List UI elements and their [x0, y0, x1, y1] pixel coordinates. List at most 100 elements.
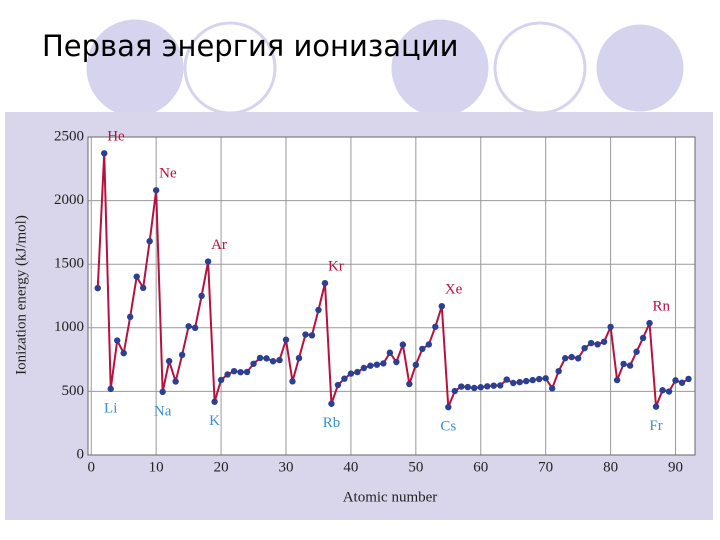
- data-point: [471, 384, 478, 392]
- data-point: [94, 284, 101, 292]
- data-point: [685, 375, 692, 383]
- data-point: [114, 337, 121, 344]
- y-tick-label: 0: [77, 446, 85, 462]
- data-point: [321, 279, 329, 287]
- data-point: [263, 355, 270, 362]
- data-point: [646, 319, 653, 327]
- data-point: [613, 376, 621, 384]
- data-point: [237, 368, 244, 376]
- data-point: [412, 361, 420, 369]
- data-point: [289, 378, 296, 385]
- x-tick-label: 70: [538, 459, 553, 475]
- data-point: [535, 375, 543, 383]
- data-point: [334, 381, 342, 389]
- data-point: [133, 273, 140, 280]
- data-point: [276, 356, 283, 364]
- data-point: [587, 339, 595, 347]
- data-point: [282, 336, 290, 343]
- element-label: K: [209, 413, 220, 429]
- data-point: [678, 379, 686, 386]
- data-point: [172, 378, 179, 385]
- data-point: [393, 358, 400, 366]
- data-point: [542, 375, 549, 382]
- data-point: [432, 323, 439, 330]
- data-point: [328, 400, 335, 407]
- data-point: [191, 324, 199, 331]
- data-point: [198, 292, 205, 300]
- data-point: [185, 323, 192, 330]
- data-point: [178, 351, 186, 359]
- data-point: [107, 385, 114, 393]
- data-point: [659, 387, 666, 394]
- element-label: Ar: [211, 237, 227, 253]
- data-point: [341, 375, 348, 382]
- y-tick-label: 2500: [54, 128, 84, 144]
- data-point: [600, 338, 608, 345]
- data-point: [354, 368, 361, 376]
- x-tick-label: 20: [214, 459, 229, 475]
- data-point: [561, 355, 569, 362]
- x-tick-label: 30: [279, 459, 294, 475]
- data-point: [211, 398, 218, 405]
- data-point: [165, 357, 173, 365]
- x-tick-label: 0: [87, 459, 95, 475]
- data-point: [445, 403, 452, 411]
- data-point: [523, 377, 530, 385]
- data-point: [256, 354, 264, 362]
- data-point: [159, 388, 166, 396]
- y-tick-label: 1000: [54, 319, 84, 335]
- data-point: [633, 348, 640, 355]
- data-point: [308, 332, 316, 339]
- decor: [83, 16, 687, 120]
- plot-frame: [87, 136, 696, 456]
- plot-area: [88, 137, 695, 455]
- element-label: Xe: [445, 282, 463, 298]
- data-point: [367, 362, 374, 369]
- data-point: [204, 258, 212, 265]
- slide-title: Первая энергия ионизации: [42, 29, 458, 63]
- data-point: [139, 284, 147, 292]
- element-label: Cs: [440, 419, 456, 435]
- y-axis-label: Ionization energy (kJ/mol): [13, 215, 29, 375]
- data-point: [101, 150, 108, 157]
- data-point: [230, 367, 238, 375]
- data-point: [146, 237, 153, 245]
- y-tick-label: 500: [62, 383, 85, 399]
- data-point: [581, 344, 588, 352]
- data-point: [626, 362, 634, 369]
- data-point: [302, 331, 309, 338]
- data-point: [120, 349, 127, 357]
- data-point: [224, 371, 231, 378]
- x-tick-label: 40: [343, 459, 358, 475]
- data-point: [568, 353, 575, 361]
- data-point: [607, 323, 614, 331]
- element-label: He: [107, 129, 125, 145]
- data-point: [425, 341, 433, 348]
- data-point: [503, 376, 510, 383]
- data-point: [594, 341, 601, 348]
- data-point: [386, 349, 394, 356]
- x-axis-label: Atomic number: [343, 489, 438, 505]
- data-point: [399, 341, 407, 348]
- data-point: [497, 382, 504, 389]
- data-point: [269, 358, 277, 365]
- data-point: [574, 355, 582, 362]
- data-point: [458, 383, 465, 390]
- data-point: [639, 334, 647, 342]
- y-tick-label: 2000: [54, 192, 84, 208]
- data-point: [315, 306, 322, 314]
- data-point: [360, 364, 368, 372]
- data-point: [406, 380, 413, 388]
- data-point: [451, 387, 458, 395]
- data-point: [152, 187, 160, 194]
- data-point: [620, 360, 627, 368]
- x-tick-label: 50: [408, 459, 423, 475]
- data-point: [250, 360, 257, 367]
- data-point: [548, 385, 556, 392]
- data-point: [126, 313, 134, 321]
- data-point: [665, 388, 673, 395]
- x-tick-label: 10: [149, 459, 164, 475]
- data-point: [516, 378, 523, 386]
- x-tick-label: 90: [668, 459, 683, 475]
- element-label: Fr: [649, 418, 662, 434]
